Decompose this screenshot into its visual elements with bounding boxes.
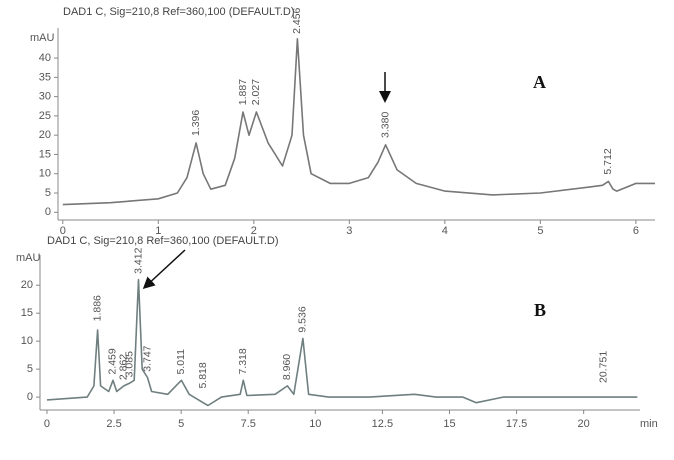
x-tick-label: 17.5 xyxy=(506,418,527,430)
peak-label: 2.459 xyxy=(107,348,119,374)
peak-label: 1.887 xyxy=(237,79,249,105)
chart-title: DAD1 C, Sig=210,8 Ref=360,100 (DEFAULT.D… xyxy=(63,6,295,18)
y-tick-label: 15 xyxy=(39,148,51,160)
y-tick-label: 0 xyxy=(27,391,33,403)
y-tick-label: 35 xyxy=(39,71,51,83)
peak-label: 20.751 xyxy=(598,351,610,383)
x-tick-label: 7.5 xyxy=(241,418,256,430)
peak-label: 1.396 xyxy=(190,110,202,136)
y-tick-label: 30 xyxy=(39,91,51,103)
trace xyxy=(62,38,655,206)
peak-label: 7.318 xyxy=(237,348,249,374)
panel-label: B xyxy=(534,300,546,320)
peak-label: 3.412 xyxy=(132,247,144,273)
y-axis-label: mAU xyxy=(16,252,41,264)
peak-label: 1.886 xyxy=(91,295,103,321)
x-tick-label: 15 xyxy=(443,418,455,430)
y-tick-label: 15 xyxy=(21,307,33,319)
x-axis-label: min xyxy=(640,418,658,430)
x-tick-label: 12.5 xyxy=(372,418,393,430)
peak-label: 2.456 xyxy=(291,7,303,33)
x-tick-label: 1 xyxy=(155,225,161,237)
x-tick-label: 20 xyxy=(578,418,590,430)
x-tick-label: 2.5 xyxy=(106,418,121,430)
x-tick-label: 6 xyxy=(633,225,639,237)
y-tick-label: 5 xyxy=(27,363,33,375)
x-tick-label: 10 xyxy=(309,418,321,430)
chart-title: DAD1 C, Sig=210,8 Ref=360,100 (DEFAULT.D… xyxy=(47,235,279,247)
x-tick-label: 0 xyxy=(44,418,50,430)
x-tick-label: 2 xyxy=(251,225,257,237)
peak-label: 3.380 xyxy=(379,112,391,138)
y-tick-label: 40 xyxy=(39,52,51,64)
peak-label: 3.085 xyxy=(124,351,136,377)
peak-label: 3.747 xyxy=(141,345,153,371)
peak-label: 2.027 xyxy=(250,79,262,105)
y-tick-label: 10 xyxy=(21,335,33,347)
y-tick-label: 25 xyxy=(39,110,51,122)
x-tick-label: 4 xyxy=(442,225,448,237)
y-tick-label: 10 xyxy=(39,168,51,180)
y-tick-label: 20 xyxy=(39,129,51,141)
x-tick-label: 0 xyxy=(60,225,66,237)
x-tick-label: 5 xyxy=(178,418,184,430)
y-tick-label: 5 xyxy=(45,187,51,199)
panel-label: A xyxy=(533,72,546,92)
x-tick-label: 5 xyxy=(537,225,543,237)
trace xyxy=(46,278,638,407)
peak-label: 2.862 xyxy=(118,354,130,380)
peak-label: 8.960 xyxy=(281,354,293,380)
y-axis-label: mAU xyxy=(30,32,55,44)
y-tick-label: 20 xyxy=(21,279,33,291)
y-tick-label: 0 xyxy=(45,206,51,218)
peak-label: 5.818 xyxy=(197,362,209,388)
peak-label: 9.536 xyxy=(297,306,309,332)
arrow xyxy=(142,249,186,290)
x-tick-label: 3 xyxy=(346,225,352,237)
peak-label: 5.712 xyxy=(602,148,614,174)
peak-label: 5.011 xyxy=(175,349,187,375)
